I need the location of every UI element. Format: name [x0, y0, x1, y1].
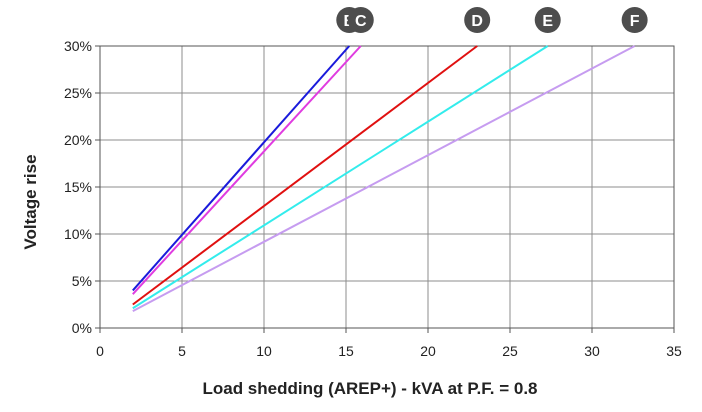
series-badges: BCDEF [336, 7, 648, 33]
x-axis-ticks: 0 5 10 15 20 25 30 35 [96, 328, 682, 359]
series-badge-c: C [347, 7, 374, 33]
series-line-c [132, 45, 362, 295]
badge-circle [464, 7, 491, 33]
series-badge-label: F [630, 13, 640, 30]
x-tick-label: 5 [178, 343, 186, 359]
series-line-f [132, 45, 636, 312]
y-tick-label: 25% [64, 85, 92, 101]
series-line-e [132, 45, 549, 310]
x-tick-label: 30 [584, 343, 600, 359]
series-lines [132, 45, 636, 312]
y-tick-label: 20% [64, 132, 92, 148]
series-badge-e: E [534, 7, 561, 33]
y-tick-label: 15% [64, 179, 92, 195]
badge-circle [347, 7, 374, 33]
series-line-b [132, 45, 351, 292]
x-tick-label: 35 [666, 343, 682, 359]
y-axis-ticks: 0% 5% 10% 15% 20% 25% 30% [64, 38, 100, 336]
x-tick-label: 10 [256, 343, 272, 359]
series-badge-d: D [464, 7, 491, 33]
series-line-d [132, 45, 478, 306]
y-tick-label: 5% [72, 273, 92, 289]
x-tick-label: 15 [338, 343, 354, 359]
y-tick-label: 30% [64, 38, 92, 54]
y-axis-label: Voltage rise [21, 154, 40, 249]
series-badge-label: C [355, 13, 367, 30]
series-badge-f: F [621, 7, 648, 33]
badge-circle [621, 7, 648, 33]
badge-circle [534, 7, 561, 33]
x-tick-label: 20 [420, 343, 436, 359]
series-badge-label: D [471, 13, 483, 30]
grid-lines [99, 45, 675, 329]
y-tick-label: 0% [72, 320, 92, 336]
y-tick-label: 10% [64, 226, 92, 242]
series-badge-label: E [542, 13, 553, 30]
x-tick-label: 0 [96, 343, 104, 359]
x-axis-label: Load shedding (AREP+) - kVA at P.F. = 0.… [202, 379, 537, 398]
x-tick-label: 25 [502, 343, 518, 359]
